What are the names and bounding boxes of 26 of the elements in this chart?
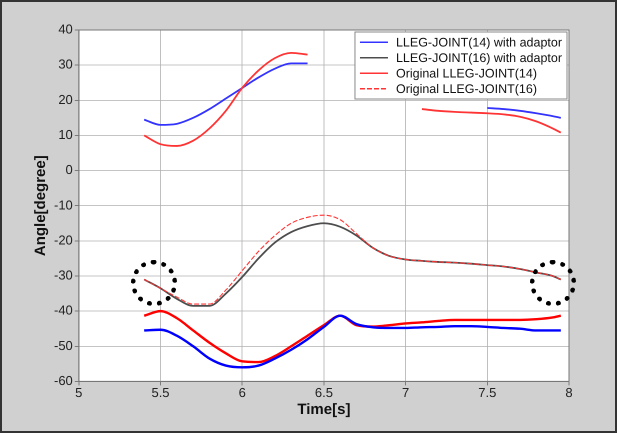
y-tick-label: -30 xyxy=(54,268,73,283)
y-tick-label: -20 xyxy=(54,232,73,248)
line-series xyxy=(142,314,562,369)
x-axis-title: Time[s] xyxy=(297,401,350,418)
line-series xyxy=(142,310,562,364)
y-axis-title: Angle[degree] xyxy=(32,155,50,256)
x-tick-label: 7 xyxy=(402,384,410,400)
y-tick-label: -60 xyxy=(54,372,73,388)
x-tick-label: 5 xyxy=(75,384,82,400)
y-tick-label: 40 xyxy=(58,22,73,37)
legend-label: LLEG-JOINT(16) with adaptor xyxy=(396,51,562,66)
legend-label: LLEG-JOINT(14) with adaptor xyxy=(396,36,562,50)
x-tick-label: 7.5 xyxy=(478,384,496,400)
x-tick-label: 5.5 xyxy=(151,384,170,400)
y-tick-label: -50 xyxy=(54,338,73,353)
x-tick-label: 8 xyxy=(565,384,573,400)
x-tick-label: 6.5 xyxy=(314,384,333,400)
legend-label: Original LLEG-JOINT(14) xyxy=(396,66,537,81)
y-tick-label: -40 xyxy=(54,302,73,318)
y-tick-label: 10 xyxy=(58,127,73,142)
y-tick-label: 30 xyxy=(58,56,73,72)
x-tick-label: 6 xyxy=(238,384,246,400)
y-tick-label: 20 xyxy=(58,92,73,107)
legend-label: Original LLEG-JOINT(16) xyxy=(396,82,537,96)
y-tick-label: -10 xyxy=(54,197,73,212)
y-tick-label: 0 xyxy=(66,162,73,178)
